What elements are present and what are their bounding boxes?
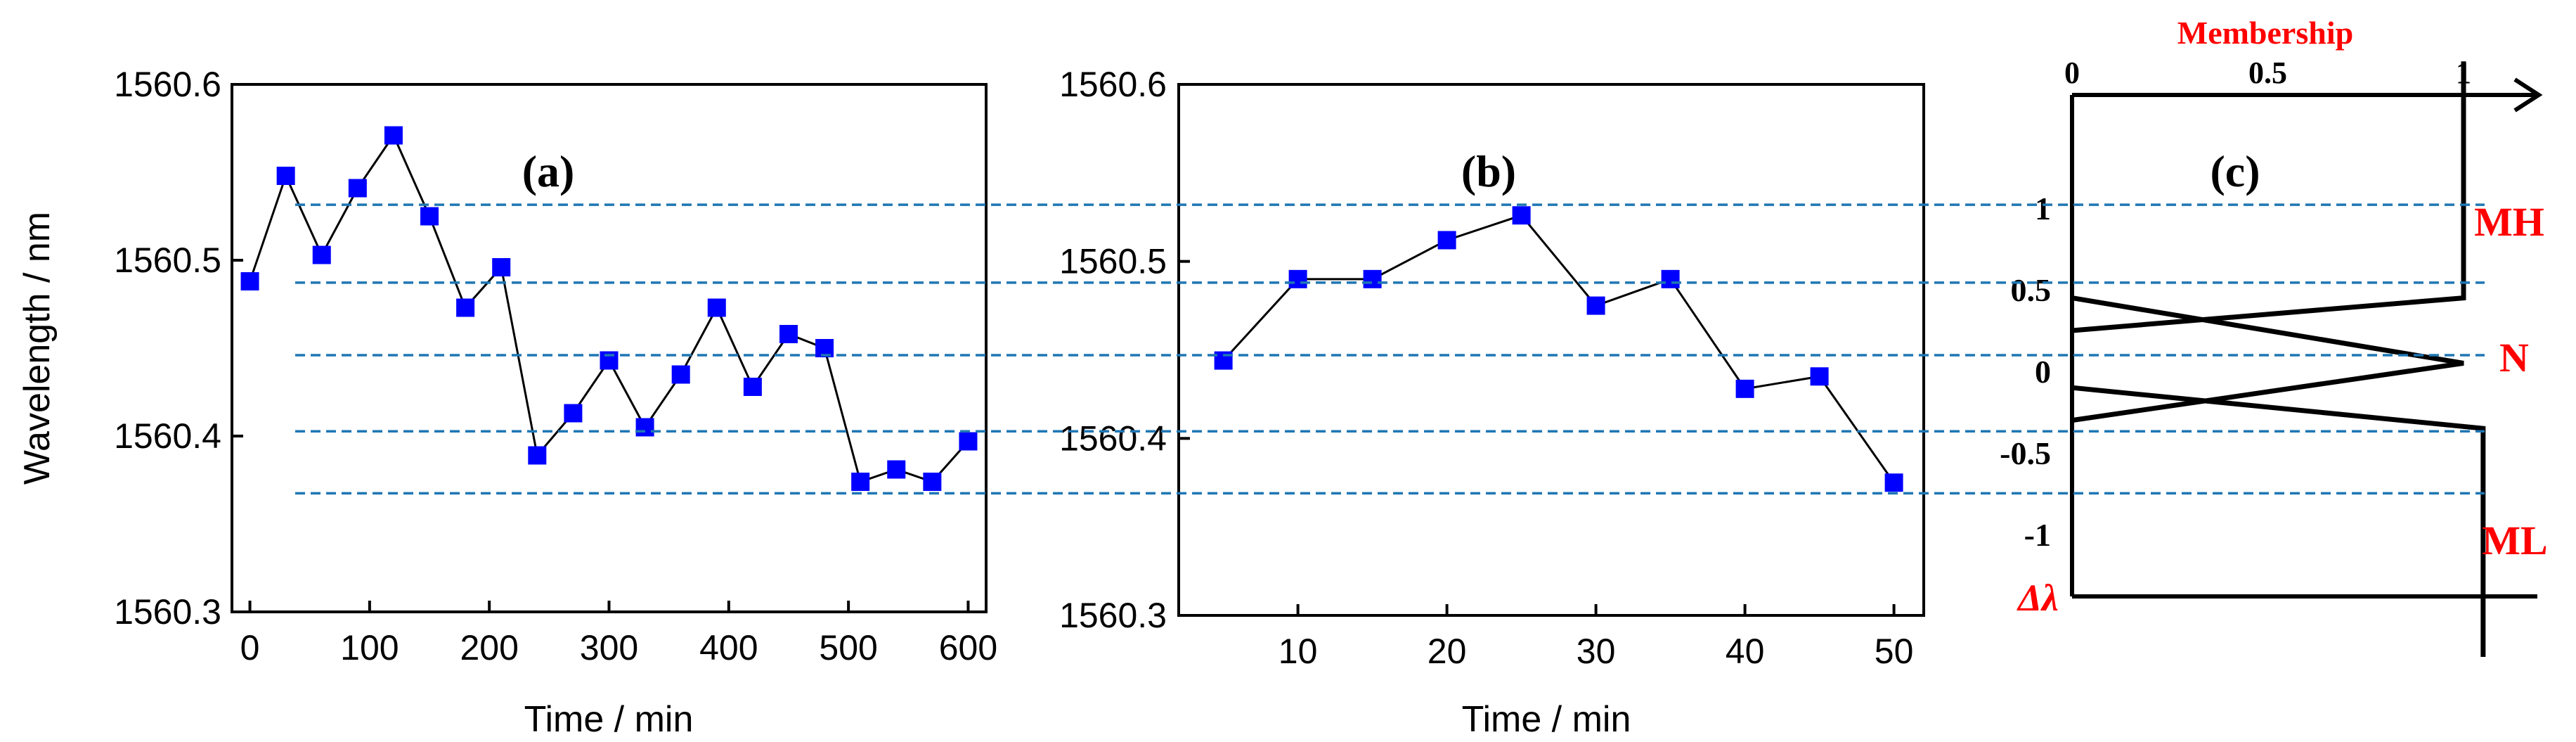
- panel-label-a: (a): [522, 146, 575, 196]
- x-tick-label: 200: [460, 628, 518, 667]
- set-label-ml: ML: [2482, 518, 2547, 563]
- data-point: [1735, 379, 1754, 398]
- delta-tick-label: -1: [2024, 517, 2051, 553]
- y-tick-label: 1560.6: [114, 65, 221, 104]
- membership-set-mh: [2071, 61, 2466, 333]
- delta-tick-label: 0.5: [2011, 272, 2052, 308]
- membership-tick-label: 0: [2064, 56, 2080, 90]
- data-point: [456, 298, 475, 317]
- delta-tick-label: -0.5: [2000, 435, 2051, 471]
- data-point: [384, 126, 403, 145]
- data-point: [743, 378, 762, 396]
- data-point: [1810, 367, 1829, 386]
- y-tick-label: 1560.3: [1059, 596, 1167, 635]
- data-point: [1512, 206, 1531, 225]
- data-point: [923, 473, 942, 491]
- data-point: [779, 325, 798, 343]
- series-line: [1222, 214, 1895, 484]
- data-point: [707, 298, 726, 317]
- data-point: [671, 365, 690, 384]
- data-point: [276, 167, 295, 185]
- data-point: [564, 404, 583, 423]
- data-point: [420, 207, 439, 226]
- delta-tick-label: 1: [2035, 191, 2051, 226]
- set-label-n: N: [2499, 335, 2529, 380]
- panel-a: 0 100 200 300 400 500 600 1560.3 1560.4 1560.5 156…: [17, 65, 997, 740]
- delta-lambda-label: Δλ: [2017, 577, 2059, 619]
- x-tick-label: 20: [1428, 632, 1467, 671]
- data-point: [1586, 296, 1605, 315]
- x-tick-label: 0: [240, 628, 260, 667]
- x-axis-title-a: Time / min: [524, 699, 694, 740]
- y-tick-label: 1560.5: [1059, 242, 1167, 281]
- y-tick-label: 1560.5: [114, 241, 221, 280]
- data-point: [1288, 269, 1307, 288]
- data-point: [528, 446, 547, 465]
- set-label-mh: MH: [2474, 199, 2544, 245]
- y-tick-label: 1560.4: [1059, 418, 1167, 458]
- membership-axis-arrow: [2513, 77, 2543, 113]
- y-tick-label: 1560.4: [114, 416, 221, 456]
- data-point: [1661, 269, 1680, 288]
- x-tick-label: 400: [699, 628, 758, 667]
- data-point: [1437, 231, 1456, 250]
- panel-b: 10 20 30 40 50 1560.3 1560.4 1560.5 1560.6 (b) T…: [1059, 65, 1925, 740]
- x-tick-label: 600: [939, 628, 997, 667]
- reference-lines: [295, 203, 2485, 495]
- data-point: [851, 473, 870, 491]
- data-point: [959, 432, 978, 451]
- data-point: [1363, 269, 1382, 288]
- panel-label-b: (b): [1461, 146, 1516, 196]
- plot-frame-a: [231, 83, 988, 613]
- x-axis-title-b: Time / min: [1462, 699, 1631, 740]
- x-tick-label: 40: [1726, 632, 1765, 671]
- x-tick-label: 500: [819, 628, 877, 667]
- data-point: [492, 258, 511, 276]
- panel-label-c: (c): [2210, 146, 2260, 196]
- membership-set-ml: [2071, 385, 2486, 657]
- data-point: [887, 460, 906, 479]
- membership-tick-label: 0.5: [2248, 56, 2287, 90]
- data-point: [1884, 473, 1903, 492]
- data-point: [348, 179, 367, 198]
- data-point: [312, 245, 331, 264]
- x-tick-label: 300: [580, 628, 638, 667]
- x-tick-label: 50: [1875, 632, 1914, 671]
- y-axis-title-a: Wavelength / nm: [17, 212, 58, 485]
- membership-title: Membership: [2177, 15, 2353, 51]
- x-tick-label: 100: [340, 628, 399, 667]
- y-tick-label: 1560.6: [1059, 65, 1167, 104]
- data-point: [635, 418, 654, 437]
- x-tick-label: 10: [1279, 632, 1318, 671]
- data-point: [240, 272, 259, 290]
- plot-frame-b: [1177, 83, 1925, 617]
- delta-tick-label: 0: [2035, 354, 2051, 390]
- y-tick-label: 1560.3: [114, 592, 221, 632]
- x-tick-label: 30: [1577, 632, 1616, 671]
